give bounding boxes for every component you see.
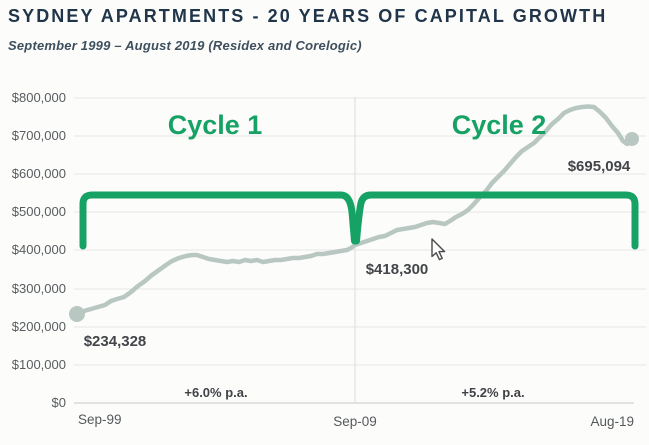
y-gridlines bbox=[74, 97, 646, 366]
x-tick-sep09: Sep-09 bbox=[333, 414, 377, 429]
page-subtitle: September 1999 – August 2019 (Residex an… bbox=[8, 38, 362, 53]
arrow-pointer-icon bbox=[431, 238, 446, 261]
y-tick-100k: $100,000 bbox=[11, 357, 66, 372]
end-value-label: $695,094 bbox=[567, 158, 631, 175]
cycle1-title: Cycle 1 bbox=[167, 110, 263, 140]
cycle1-rate-label: +6.0% p.a. bbox=[184, 385, 248, 400]
x-tick-sep99: Sep-99 bbox=[78, 412, 122, 427]
y-tick-200k: $200,000 bbox=[11, 319, 66, 334]
y-tick-400k: $400,000 bbox=[11, 242, 66, 257]
cycle2-rate-label: +5.2% p.a. bbox=[461, 385, 525, 400]
y-tick-700k: $700,000 bbox=[11, 128, 66, 143]
x-tick-aug19: Aug-19 bbox=[590, 414, 634, 429]
page-title: SYDNEY APARTMENTS - 20 YEARS OF CAPITAL … bbox=[8, 6, 608, 26]
price-series-line bbox=[74, 104, 635, 317]
y-tick-0: $0 bbox=[51, 395, 66, 410]
start-point-marker bbox=[69, 306, 85, 322]
y-tick-500k: $500,000 bbox=[11, 204, 66, 219]
end-point-marker bbox=[625, 132, 639, 146]
cycle2-bracket bbox=[353, 191, 639, 250]
cycle2-title: Cycle 2 bbox=[451, 110, 547, 140]
mid-value-label: $418,300 bbox=[365, 261, 429, 278]
cycle1-bracket bbox=[79, 191, 358, 250]
y-tick-800k: $800,000 bbox=[11, 90, 66, 105]
start-value-label: $234,328 bbox=[83, 333, 147, 350]
y-tick-300k: $300,000 bbox=[11, 281, 66, 296]
y-tick-600k: $600,000 bbox=[11, 166, 66, 181]
